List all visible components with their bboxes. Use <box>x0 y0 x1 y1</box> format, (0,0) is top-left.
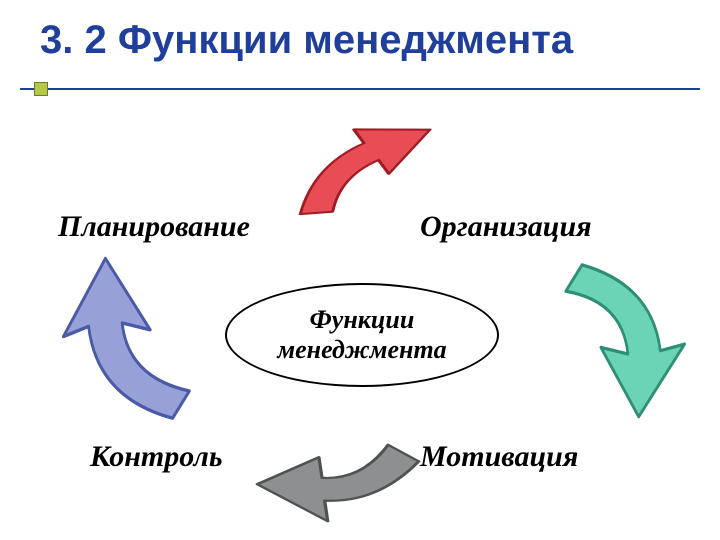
title-rule <box>20 88 700 90</box>
slide: 3. 2 Функции менеджмента Планирование Ор… <box>0 0 720 540</box>
center-ellipse: Функции менеджмента <box>225 283 499 387</box>
arrow-right-icon <box>555 255 690 420</box>
center-line1: Функции <box>310 305 415 335</box>
label-planning: Планирование <box>58 210 250 244</box>
label-organization: Организация <box>420 210 592 244</box>
title-bullet-icon <box>34 82 48 96</box>
label-control: Контроль <box>90 440 223 474</box>
center-line2: менеджмента <box>277 335 446 365</box>
label-motivation: Мотивация <box>420 440 578 474</box>
arrow-bottom-icon <box>247 417 429 540</box>
arrow-left-icon <box>55 255 195 425</box>
page-title: 3. 2 Функции менеджмента <box>40 18 710 63</box>
